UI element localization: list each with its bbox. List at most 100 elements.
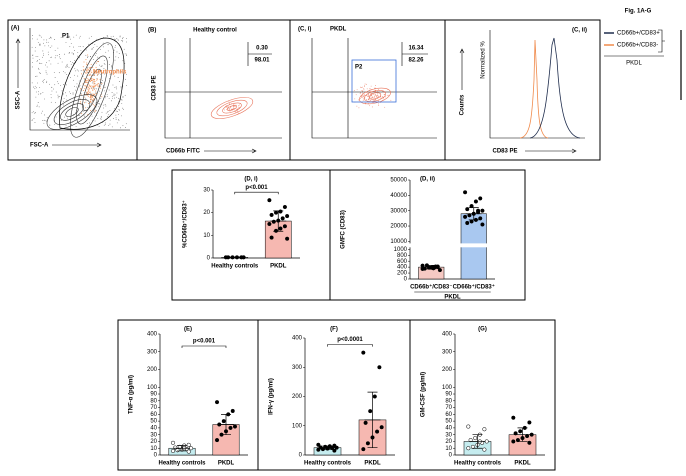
event-dot [46,80,48,82]
event-dot [368,94,370,96]
event-dot [126,84,128,86]
event-dot [87,106,89,108]
data-point [361,447,366,452]
error-bar [319,445,336,450]
event-dot [100,85,102,87]
event-dot [90,80,92,82]
event-dot [370,85,372,87]
event-dot [73,53,74,54]
event-dot [109,119,111,121]
event-dot [90,74,92,76]
histogram [519,39,549,139]
event-dot [85,69,87,71]
event-dot [374,95,376,96]
event-dot [102,37,104,38]
event-dot [93,78,95,80]
x-tick-label: PKDL [364,461,381,467]
event-dot [111,95,113,97]
event-dot [83,78,85,80]
event-dot [100,81,102,83]
event-dot [100,84,102,85]
event-dot [103,90,105,92]
event-dot [371,106,373,108]
event-dot [107,111,108,113]
event-dot [55,102,56,104]
event-dot [376,95,377,97]
event-dot [126,73,127,75]
event-dot [77,55,79,57]
event-dot [126,41,127,43]
data-point [214,400,220,405]
y-tick-label: 20 [150,439,157,445]
event-dot [87,91,89,93]
event-dot [92,89,94,91]
panel-label: (D, i) [244,177,257,183]
event-dot [112,72,114,74]
event-dot [115,56,117,58]
event-dot [55,116,57,118]
event-dot [85,97,87,99]
event-dot [94,80,96,82]
event-dot [122,96,123,98]
event-dot [84,81,86,83]
event-dot [65,125,67,126]
event-dot [105,112,107,114]
event-dot [108,56,110,58]
event-dot [82,90,84,92]
event-dot [125,127,127,128]
event-dot [85,72,87,74]
event-dot [43,119,45,121]
event-dot [101,65,103,67]
event-dot [72,92,74,94]
event-dot [105,51,107,53]
event-dot [364,97,366,99]
event-dot [64,72,66,74]
data-point [230,408,235,414]
event-dot [59,84,61,86]
event-dot [85,59,87,61]
event-dot [103,107,105,109]
event-dot [31,35,33,36]
data-point [332,448,337,453]
event-dot [375,90,376,92]
event-dot [369,99,371,101]
event-dot [45,72,47,74]
event-dot [82,46,84,48]
data-point [278,226,283,231]
event-dot [79,88,81,90]
event-dot [79,85,81,86]
event-dot [72,46,74,48]
event-dot [358,107,360,109]
quadrant-value: 0.30 [256,46,268,52]
data-point [170,448,176,453]
data-point [273,210,279,215]
event-dot [383,94,385,95]
event-dot [103,63,105,64]
event-dot [119,127,121,129]
event-dot [89,98,91,100]
event-dot [107,44,109,46]
event-dot [54,123,56,125]
data-point [267,198,272,203]
event-dot [366,99,367,101]
event-dot [374,87,375,89]
event-dot [83,70,85,72]
y-tick-label: 100 [442,385,453,391]
event-dot [363,95,364,97]
event-dot [32,86,34,88]
event-dot [95,66,97,68]
y-tick-label: 1000 [394,247,408,253]
event-dot [77,52,79,53]
event-dot [70,43,72,44]
event-dot [63,98,65,99]
event-dot [93,86,95,88]
event-dot [87,103,89,105]
event-dot [233,103,235,105]
event-dot [66,66,68,68]
event-dot [362,96,364,98]
event-dot [86,82,88,84]
data-point [476,208,481,213]
event-dot [116,111,118,112]
